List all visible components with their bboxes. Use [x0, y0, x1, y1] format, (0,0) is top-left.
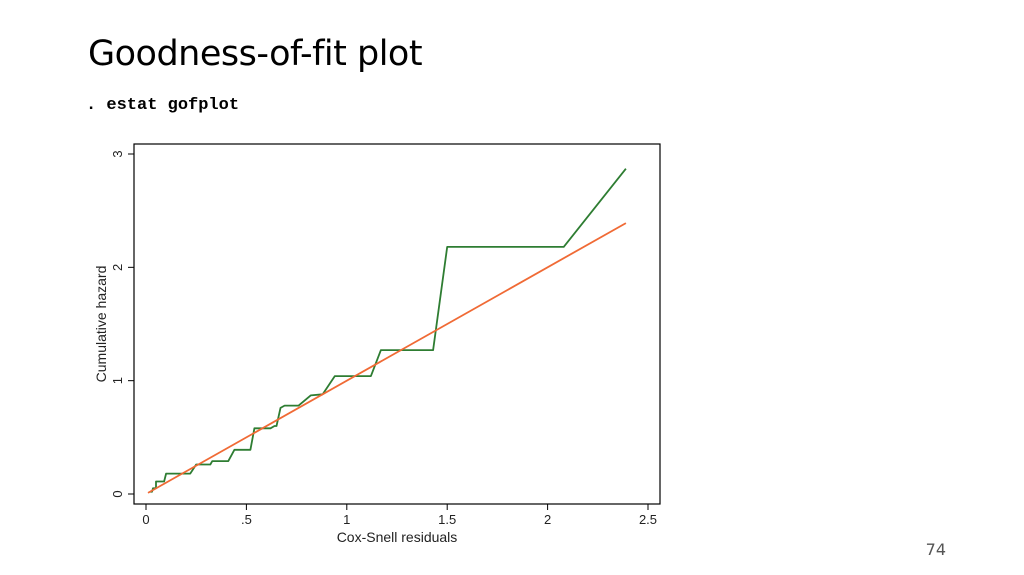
stata-command: . estat gofplot [86, 96, 240, 115]
x-tick-label: .5 [241, 512, 252, 527]
y-axis-label: Cumulative hazard [93, 266, 109, 383]
y-tick-label: 0 [110, 490, 125, 497]
goodness-of-fit-chart: 0 1 2 3 0 .5 1 1.5 2 2.5 Cox-Snell residuals Cum… [93, 143, 661, 545]
x-axis-label: Cox-Snell residuals [337, 529, 458, 545]
x-tick-label: 2 [544, 512, 551, 527]
series-layer [147, 168, 627, 494]
y-tick-label: 1 [110, 377, 125, 384]
x-tick-label: 0 [142, 512, 149, 527]
page-number: 74 [925, 540, 946, 559]
plot-frame [133, 143, 661, 505]
y-axis: 0 1 2 3 [110, 150, 134, 498]
x-axis: 0 .5 1 1.5 2 2.5 [142, 504, 657, 527]
cumulative-hazard-line [150, 168, 627, 493]
slide-title: Goodness-of-fit plot [88, 34, 423, 74]
x-tick-label: 1.5 [438, 512, 456, 527]
y-tick-label: 2 [110, 264, 125, 271]
x-tick-label: 1 [343, 512, 350, 527]
y-tick-label: 3 [110, 150, 125, 157]
x-tick-label: 2.5 [639, 512, 657, 527]
reference-line [147, 222, 627, 494]
